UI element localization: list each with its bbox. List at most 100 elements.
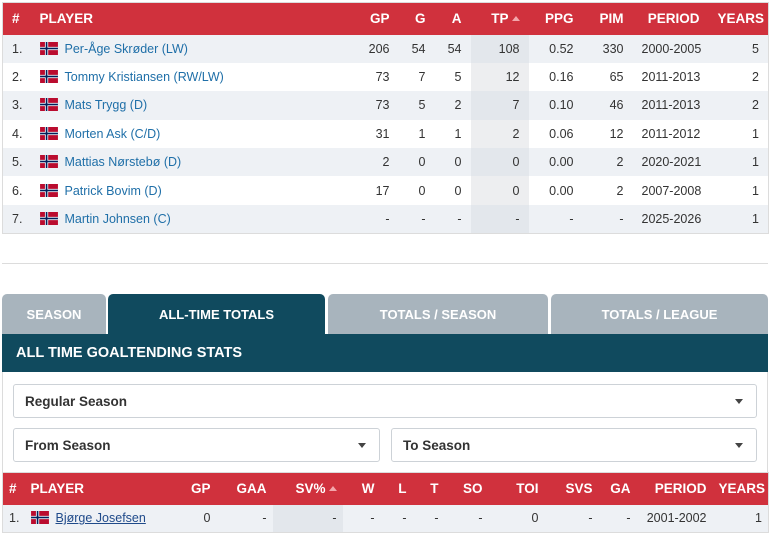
tp-cell: 2 — [470, 119, 529, 149]
period-cell: 2000-2005 — [641, 41, 702, 56]
player-link[interactable]: Morten Ask (C/D) — [64, 126, 161, 141]
years-cell: 1 — [755, 511, 762, 526]
tp-cell: 12 — [470, 62, 529, 92]
col-period[interactable]: PERIOD — [654, 481, 707, 497]
table-row: 2. Tommy Kristiansen (RW/LW) 73 7 5 12 0.16 65 2… — [2, 62, 769, 92]
tab-season[interactable]: SEASON — [2, 294, 106, 334]
period-cell: 2011-2013 — [641, 70, 701, 85]
col-tp[interactable]: TP — [471, 3, 529, 35]
period-cell: 2011-2012 — [641, 126, 701, 141]
norway-flag-icon — [39, 98, 58, 112]
player-link[interactable]: Mattias Nørstebø (D) — [64, 155, 182, 170]
ppg-cell: - — [569, 211, 574, 226]
season-type-value: Regular Season — [25, 393, 128, 409]
years-cell: 1 — [752, 211, 759, 226]
norway-flag-icon — [39, 126, 58, 140]
col-so[interactable]: SO — [462, 481, 483, 497]
ppg-cell: 0.10 — [549, 98, 574, 113]
col-rank[interactable]: # — [12, 11, 20, 27]
svs-cell: - — [588, 511, 593, 526]
col-pim[interactable]: PIM — [599, 11, 624, 27]
t-cell: - — [434, 511, 439, 526]
col-years[interactable]: YEARS — [717, 11, 765, 27]
pim-cell: 46 — [609, 98, 624, 113]
years-cell: 1 — [752, 155, 759, 170]
pim-cell: - — [619, 211, 624, 226]
years-cell: 1 — [752, 183, 759, 198]
col-gaa[interactable]: GAA — [236, 481, 267, 497]
player-link[interactable]: Tommy Kristiansen (RW/LW) — [64, 70, 224, 85]
player-link[interactable]: Patrick Bovim (D) — [64, 183, 162, 198]
col-ppg[interactable]: PPG — [544, 11, 574, 27]
goalie-table-header: # PLAYER GP GAA SV% W L T SO TOI SVS GA … — [2, 472, 769, 505]
rank-cell: 3. — [12, 98, 23, 113]
table-row: 6. Patrick Bovim (D) 17 0 0 0 0.00 2 2007-2008 1 — [2, 176, 769, 205]
norway-flag-icon — [30, 511, 49, 525]
col-years[interactable]: YEARS — [718, 481, 766, 497]
col-player[interactable]: PLAYER — [30, 481, 85, 497]
col-g[interactable]: G — [414, 11, 426, 27]
caret-down-icon — [735, 443, 743, 448]
norway-flag-icon — [39, 70, 58, 84]
pim-cell: 65 — [609, 70, 624, 85]
pim-cell: 12 — [609, 126, 624, 141]
w-cell: - — [370, 511, 375, 526]
player-link[interactable]: Bjørge Josefsen — [55, 511, 146, 526]
norway-flag-icon — [39, 211, 58, 225]
season-type-select[interactable]: Regular Season — [13, 384, 757, 418]
a-cell: 1 — [454, 126, 462, 141]
goalie-stats-table: # PLAYER GP GAA SV% W L T SO TOI SVS GA … — [2, 472, 769, 533]
col-a[interactable]: A — [451, 11, 462, 27]
gp-cell: 0 — [203, 511, 211, 526]
stats-tabs: SEASON ALL-TIME TOTALS TOTALS / SEASON T… — [2, 294, 768, 334]
tp-cell: 0 — [470, 176, 529, 205]
norway-flag-icon — [39, 155, 58, 169]
col-t[interactable]: T — [430, 481, 439, 497]
gp-cell: 31 — [375, 126, 390, 141]
col-svp[interactable]: SV% — [273, 473, 343, 505]
player-link[interactable]: Per-Åge Skrøder (LW) — [64, 41, 188, 56]
skater-stats-table: # PLAYER GP G A TP PPG PIM PERIOD YEARS … — [2, 2, 769, 234]
col-ga[interactable]: GA — [610, 481, 631, 497]
period-cell: 2001-2002 — [646, 511, 707, 526]
gp-cell: 2 — [382, 155, 390, 170]
rank-cell: 7. — [12, 211, 23, 226]
a-cell: 0 — [454, 155, 462, 170]
tp-cell: 0 — [470, 148, 529, 177]
col-w[interactable]: W — [361, 481, 375, 497]
a-cell: 2 — [454, 98, 462, 113]
sort-asc-icon — [511, 16, 520, 22]
col-svs[interactable]: SVS — [565, 481, 593, 497]
tab-all-time-totals[interactable]: ALL-TIME TOTALS — [108, 294, 325, 334]
from-season-select[interactable]: From Season — [13, 428, 380, 462]
a-cell: 54 — [447, 41, 462, 56]
table-row: 5. Mattias Nørstebø (D) 2 0 0 0 0.00 2 2020-2021… — [2, 148, 769, 177]
years-cell: 2 — [752, 98, 759, 113]
tab-totals-league[interactable]: TOTALS / LEAGUE — [551, 294, 768, 334]
norway-flag-icon — [39, 183, 58, 197]
col-l[interactable]: L — [398, 481, 407, 497]
tp-cell: - — [470, 204, 529, 234]
rank-cell: 1. — [9, 511, 20, 526]
a-cell: 0 — [454, 183, 462, 198]
col-gp[interactable]: GP — [190, 481, 211, 497]
table-row: 3. Mats Trygg (D) 73 5 2 7 0.10 46 2011-2013 2 — [2, 91, 769, 120]
col-toi[interactable]: TOI — [516, 481, 539, 497]
l-cell: - — [402, 511, 407, 526]
col-period[interactable]: PERIOD — [647, 11, 700, 27]
to-season-value: To Season — [403, 437, 471, 453]
col-rank[interactable]: # — [9, 481, 17, 497]
skater-table-header: # PLAYER GP G A TP PPG PIM PERIOD YEARS — [2, 2, 769, 35]
sort-asc-icon — [328, 486, 337, 492]
norway-flag-icon — [39, 41, 58, 55]
ga-cell: - — [626, 511, 631, 526]
table-row: 4. Morten Ask (C/D) 31 1 1 2 0.06 12 2011-2012 1 — [2, 119, 769, 149]
col-gp[interactable]: GP — [369, 11, 390, 27]
tab-totals-season[interactable]: TOTALS / SEASON — [328, 294, 548, 334]
col-player[interactable]: PLAYER — [39, 11, 94, 27]
to-season-select[interactable]: To Season — [391, 428, 757, 462]
player-link[interactable]: Martin Johnsen (C) — [64, 211, 171, 226]
player-link[interactable]: Mats Trygg (D) — [64, 98, 148, 113]
g-cell: 1 — [418, 126, 426, 141]
rank-cell: 5. — [12, 155, 23, 170]
